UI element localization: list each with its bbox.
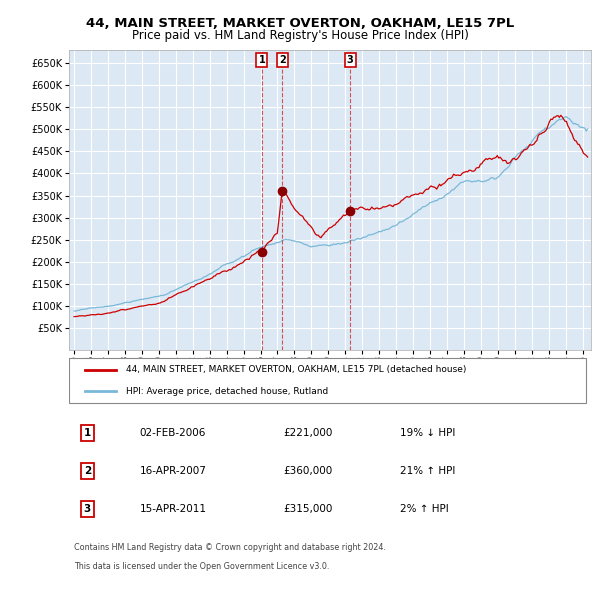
Text: 1: 1 [83, 428, 91, 438]
Text: This data is licensed under the Open Government Licence v3.0.: This data is licensed under the Open Gov… [74, 562, 329, 571]
Text: £360,000: £360,000 [283, 466, 332, 476]
Text: 15-APR-2011: 15-APR-2011 [139, 504, 206, 514]
Text: 16-APR-2007: 16-APR-2007 [139, 466, 206, 476]
Text: 19% ↓ HPI: 19% ↓ HPI [400, 428, 456, 438]
Text: 2% ↑ HPI: 2% ↑ HPI [400, 504, 449, 514]
Text: 2: 2 [83, 466, 91, 476]
Text: 2: 2 [279, 55, 286, 65]
Text: 44, MAIN STREET, MARKET OVERTON, OAKHAM, LE15 7PL: 44, MAIN STREET, MARKET OVERTON, OAKHAM,… [86, 17, 514, 30]
Text: Price paid vs. HM Land Registry's House Price Index (HPI): Price paid vs. HM Land Registry's House … [131, 30, 469, 42]
Text: 02-FEB-2006: 02-FEB-2006 [139, 428, 206, 438]
Text: HPI: Average price, detached house, Rutland: HPI: Average price, detached house, Rutl… [127, 387, 329, 396]
FancyBboxPatch shape [69, 359, 586, 402]
Text: £221,000: £221,000 [283, 428, 332, 438]
Text: Contains HM Land Registry data © Crown copyright and database right 2024.: Contains HM Land Registry data © Crown c… [74, 543, 386, 552]
Text: 21% ↑ HPI: 21% ↑ HPI [400, 466, 456, 476]
Text: £315,000: £315,000 [283, 504, 332, 514]
Text: 1: 1 [259, 55, 265, 65]
Text: 44, MAIN STREET, MARKET OVERTON, OAKHAM, LE15 7PL (detached house): 44, MAIN STREET, MARKET OVERTON, OAKHAM,… [127, 365, 467, 374]
Text: 3: 3 [347, 55, 353, 65]
Text: 3: 3 [83, 504, 91, 514]
